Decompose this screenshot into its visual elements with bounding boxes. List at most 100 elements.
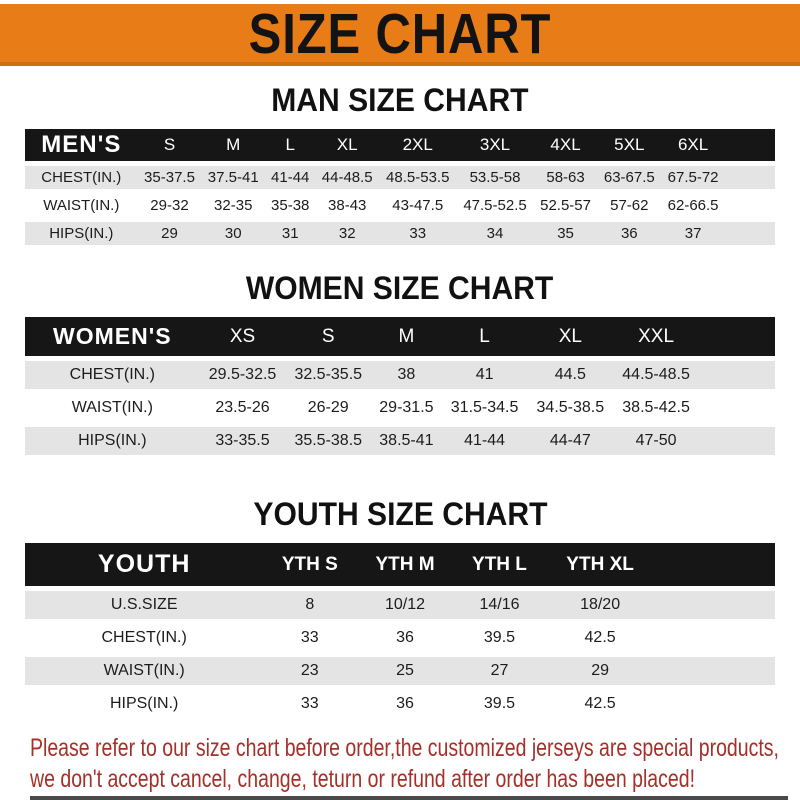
size-value-cell: 26-29 bbox=[307, 399, 349, 416]
bottom-edge-strip bbox=[30, 796, 788, 800]
row-label: CHEST(IN.) bbox=[101, 629, 187, 646]
men-size-col-header: XL bbox=[315, 129, 380, 161]
men-size-col-header: S bbox=[137, 129, 202, 161]
size-value-cell: 53.5-58 bbox=[456, 166, 534, 189]
size-value-cell: 41-44 bbox=[441, 427, 528, 455]
size-value-cell: 23 bbox=[263, 657, 357, 685]
size-value-cell: 62-66.5 bbox=[667, 197, 719, 214]
size-value-cell: 37 bbox=[661, 222, 725, 245]
size-value-cell: 35-38 bbox=[271, 197, 310, 214]
men-size-col-header: 2XL bbox=[379, 129, 457, 161]
youth-section-heading: YOUTH SIZE CHART bbox=[0, 498, 800, 532]
row-label: CHEST(IN.) bbox=[25, 361, 200, 389]
spacer-cell bbox=[655, 690, 775, 718]
youth-size-col-header: YTH M bbox=[356, 543, 454, 586]
size-value-cell: 44-48.5 bbox=[315, 166, 380, 189]
disclaimer-line-1: Please refer to our size chart before or… bbox=[30, 734, 779, 762]
men-chest-row: CHEST(IN.) 35-37.5 37.5-41 41-44 44-48.5… bbox=[25, 166, 775, 189]
spacer-cell bbox=[725, 166, 775, 189]
women-section-heading: WOMEN SIZE CHART bbox=[0, 272, 800, 306]
size-value-cell: 38 bbox=[371, 361, 442, 389]
size-value-cell: 32 bbox=[315, 222, 380, 245]
size-value-cell: 8 bbox=[263, 591, 357, 619]
size-value-cell: 29.5-32.5 bbox=[199, 361, 286, 389]
youth-ussize-row: U.S.SIZE 8 10/12 14/16 18/20 bbox=[25, 591, 775, 619]
women-size-col-header: XL bbox=[527, 317, 614, 356]
size-value-cell: 10/12 bbox=[356, 591, 454, 619]
size-value-cell: 44-47 bbox=[527, 427, 614, 455]
size-value-cell: 23.5-26 bbox=[215, 399, 270, 416]
spacer-cell bbox=[699, 317, 775, 356]
size-value-cell: 33-35.5 bbox=[199, 427, 286, 455]
size-value-cell: 34.5-38.5 bbox=[536, 399, 605, 416]
size-value-cell: 25 bbox=[356, 657, 454, 685]
size-value-cell: 43-47.5 bbox=[392, 197, 444, 214]
spacer-cell bbox=[699, 427, 775, 455]
size-value-cell: 29-31.5 bbox=[379, 399, 434, 416]
women-size-table: WOMEN'S XS S M L XL XXL CHEST(IN.) 29.5-… bbox=[25, 312, 775, 460]
spacer-cell bbox=[725, 129, 775, 161]
youth-size-chart-section: YOUTH SIZE CHART YOUTH YTH S YTH M YTH L… bbox=[0, 498, 800, 723]
row-label: WAIST(IN.) bbox=[25, 657, 264, 685]
size-value-cell: 58-63 bbox=[533, 166, 598, 189]
size-value-cell: 38.5-41 bbox=[371, 427, 442, 455]
banner-title: SIZE CHART bbox=[248, 2, 552, 66]
youth-table-header-row: YOUTH YTH S YTH M YTH L YTH XL bbox=[25, 543, 775, 586]
youth-size-table: YOUTH YTH S YTH M YTH L YTH XL U.S.SIZE … bbox=[25, 538, 775, 723]
men-size-col-header: 3XL bbox=[456, 129, 534, 161]
spacer-cell bbox=[655, 657, 775, 685]
women-size-chart-section: WOMEN SIZE CHART WOMEN'S XS S M L XL XXL… bbox=[0, 272, 800, 460]
men-size-col-header: 6XL bbox=[661, 129, 725, 161]
men-size-col-header: L bbox=[265, 129, 316, 161]
women-size-col-header: L bbox=[441, 317, 528, 356]
spacer-cell bbox=[699, 361, 775, 389]
size-value-cell: 18/20 bbox=[545, 591, 655, 619]
size-value-cell: 38-43 bbox=[328, 197, 367, 214]
youth-section-heading-text: YOUTH SIZE CHART bbox=[252, 496, 548, 532]
row-label: U.S.SIZE bbox=[25, 591, 264, 619]
spacer-cell bbox=[725, 222, 775, 245]
size-value-cell: 67.5-72 bbox=[661, 166, 725, 189]
women-size-col-header: XS bbox=[199, 317, 286, 356]
disclaimer-line-2: we don't accept cancel, change, teturn o… bbox=[30, 765, 695, 793]
size-value-cell: 47-50 bbox=[613, 427, 699, 455]
women-size-col-header: S bbox=[285, 317, 372, 356]
row-label: HIPS(IN.) bbox=[25, 427, 200, 455]
men-size-col-header: 4XL bbox=[533, 129, 598, 161]
men-size-chart-section: MAN SIZE CHART MEN'S S M L XL 2XL 3XL 4X… bbox=[0, 84, 800, 250]
men-section-heading-text: MAN SIZE CHART bbox=[271, 82, 529, 118]
men-table-title: MEN'S bbox=[25, 129, 138, 161]
men-table-header-row: MEN'S S M L XL 2XL 3XL 4XL 5XL 6XL bbox=[25, 129, 775, 161]
men-size-col-header: 5XL bbox=[597, 129, 662, 161]
women-section-heading-text: WOMEN SIZE CHART bbox=[246, 270, 554, 306]
size-value-cell: 63-67.5 bbox=[597, 166, 662, 189]
women-table-header-row: WOMEN'S XS S M L XL XXL bbox=[25, 317, 775, 356]
women-hips-row: HIPS(IN.) 33-35.5 35.5-38.5 38.5-41 41-4… bbox=[25, 427, 775, 455]
size-value-cell: 42.5 bbox=[584, 629, 616, 646]
size-value-cell: 32.5-35.5 bbox=[285, 361, 372, 389]
size-value-cell: 41 bbox=[441, 361, 528, 389]
size-value-cell: 38.5-42.5 bbox=[622, 399, 690, 416]
size-chart-banner: SIZE CHART bbox=[0, 4, 800, 66]
men-waist-row: WAIST(IN.) 29-32 32-35 35-38 38-43 43-47… bbox=[25, 194, 775, 217]
spacer-cell bbox=[655, 591, 775, 619]
size-value-cell: 35 bbox=[533, 222, 598, 245]
size-value-cell: 29-32 bbox=[150, 197, 189, 214]
youth-size-col-header: YTH S bbox=[263, 543, 357, 586]
size-value-cell: 44.5 bbox=[527, 361, 614, 389]
row-label: CHEST(IN.) bbox=[25, 166, 138, 189]
size-value-cell: 36 bbox=[597, 222, 662, 245]
youth-table-title: YOUTH bbox=[25, 543, 264, 586]
spacer-cell bbox=[655, 543, 775, 586]
size-value-cell: 33 bbox=[300, 629, 319, 646]
size-value-cell: 36 bbox=[396, 695, 414, 712]
size-value-cell: 36 bbox=[396, 629, 414, 646]
size-value-cell: 39.5 bbox=[483, 695, 516, 712]
order-disclaimer: Please refer to our size chart before or… bbox=[30, 733, 800, 795]
size-value-cell: 29 bbox=[137, 222, 202, 245]
spacer-cell bbox=[699, 394, 775, 422]
row-label: HIPS(IN.) bbox=[109, 695, 179, 712]
size-value-cell: 42.5 bbox=[584, 695, 616, 712]
men-section-heading: MAN SIZE CHART bbox=[0, 84, 800, 118]
